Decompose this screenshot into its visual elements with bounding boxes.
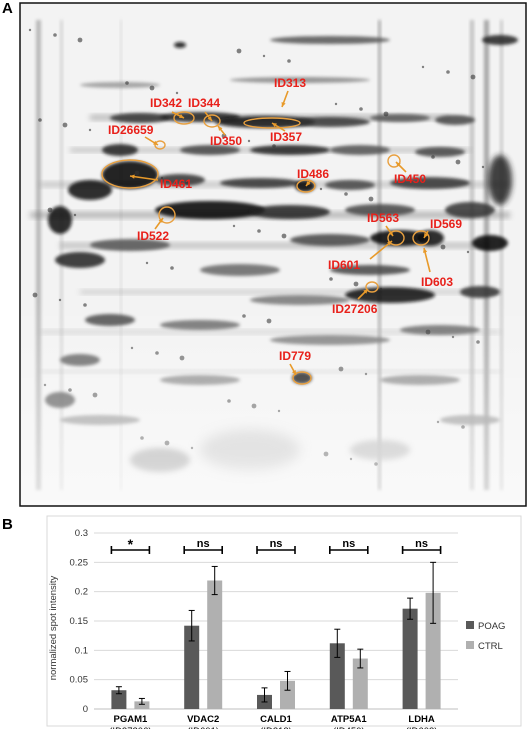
spot-arrowhead	[272, 123, 277, 128]
y-tick-label: 0.1	[75, 645, 88, 656]
bar-ctrl	[425, 592, 441, 709]
spot-circle	[158, 206, 176, 224]
chart-gridlines	[94, 532, 458, 710]
y-tick-label: 0.05	[70, 675, 89, 686]
spot-arrowhead	[387, 241, 392, 246]
gel-annotations: ID313 ID342 ID344 ID26659 ID350 ID357 ID461 ID4…	[101, 76, 462, 385]
spot-label: ID357	[270, 130, 302, 144]
spot-label: ID486	[297, 167, 329, 181]
spot-arrowhead	[153, 140, 158, 145]
y-axis-label: normalized spot intensity	[48, 575, 59, 680]
spot-label: ID313	[274, 76, 306, 90]
spot-circle	[203, 114, 221, 128]
spot-arrowhead	[179, 114, 184, 118]
y-tick-label: 0.2	[75, 587, 88, 598]
spot-arrowhead	[424, 233, 429, 238]
spot-label: ID461	[160, 177, 192, 191]
bar-ctrl	[207, 580, 223, 709]
bar-chart: 0 0.05 0.1 0.15 0.2 0.25 0.3 normalized spot i…	[46, 515, 522, 729]
x-tick-gene: ATP5A1	[331, 714, 367, 725]
bar-poag	[402, 608, 418, 709]
bar-poag	[329, 643, 345, 709]
spot-circle	[365, 281, 379, 293]
legend-swatch	[466, 641, 474, 649]
spot-circle	[292, 371, 312, 385]
legend-label: CTRL	[478, 641, 503, 652]
spot-arrowhead	[306, 181, 311, 186]
x-tick-id: (ID603)	[406, 726, 438, 729]
spot-arrowhead	[158, 218, 163, 223]
spot-arrow	[129, 175, 159, 181]
bar-ctrl	[134, 701, 150, 709]
spot-label: ID342	[150, 96, 182, 110]
legend-swatch	[466, 621, 474, 629]
spot-circle	[154, 140, 166, 150]
chart-bars: * ns ns ns ns	[110, 536, 442, 709]
spot-label: ID344	[188, 96, 220, 110]
bar-ctrl	[280, 680, 295, 709]
bar-poag	[184, 625, 200, 709]
spot-circle	[387, 154, 401, 168]
y-tick-label: 0.3	[75, 528, 88, 539]
y-tick-labels: 0 0.05 0.1 0.15 0.2 0.25 0.3	[70, 528, 89, 715]
x-tick-id: (ID27206)	[109, 726, 151, 729]
spot-arrowhead	[388, 231, 393, 236]
spot-label: ID601	[328, 258, 360, 272]
x-tick-gene: VDAC2	[187, 714, 219, 725]
x-tick-gene: PGAM1	[114, 714, 149, 725]
x-tick-id: (ID450)	[333, 726, 365, 729]
spot-label: ID603	[421, 275, 453, 289]
spot-circle	[387, 230, 405, 246]
spot-label: ID569	[430, 217, 462, 231]
spot-arrowhead	[363, 289, 368, 294]
y-tick-label: 0.15	[70, 616, 89, 627]
x-tick-gene: LDHA	[408, 714, 435, 725]
spot-label: ID350	[210, 134, 242, 148]
y-tick-label: 0	[83, 704, 88, 715]
chart-legend: POAG CTRL	[466, 621, 505, 652]
sig-label: ns	[342, 538, 355, 550]
spot-label: ID26659	[108, 123, 154, 137]
sig-label: ns	[415, 538, 428, 550]
bar-ctrl	[352, 658, 368, 709]
spot-circle	[173, 111, 195, 125]
spot-arrowhead	[291, 370, 296, 375]
x-tick-labels: PGAM1(ID27206) VDAC2(ID601) CALD1(ID313) AT…	[109, 714, 437, 729]
gel-image-panel: ID313 ID342 ID344 ID26659 ID350 ID357 ID461 ID4…	[19, 2, 527, 507]
spot-label: ID450	[394, 172, 426, 186]
spot-label: ID563	[367, 211, 399, 225]
y-tick-label: 0.25	[70, 557, 89, 568]
spot-arrowhead	[130, 174, 135, 179]
spot-label: ID522	[137, 229, 169, 243]
spot-circle	[243, 117, 301, 129]
spot-circle	[412, 230, 430, 246]
spot-arrow	[369, 240, 393, 260]
spot-arrowhead	[207, 116, 212, 121]
spot-arrowhead	[281, 102, 286, 107]
spot-circle	[101, 159, 159, 189]
spot-arrowhead	[396, 162, 401, 167]
bar-poag	[111, 690, 127, 709]
sig-label: ns	[197, 538, 210, 550]
panel-a-letter: A	[2, 0, 13, 17]
panel-b-letter: B	[2, 516, 13, 533]
sig-label: ns	[270, 538, 283, 550]
spot-label: ID27206	[332, 302, 378, 316]
spot-arrowhead	[218, 126, 223, 131]
x-tick-gene: CALD1	[260, 714, 292, 725]
legend-label: POAG	[478, 621, 505, 632]
x-tick-id: (ID601)	[187, 726, 219, 729]
spot-circle	[296, 179, 316, 193]
spot-label: ID779	[279, 349, 311, 363]
spot-arrowhead	[422, 248, 428, 253]
sig-label: *	[128, 536, 134, 552]
x-tick-id: (ID313)	[260, 726, 292, 729]
